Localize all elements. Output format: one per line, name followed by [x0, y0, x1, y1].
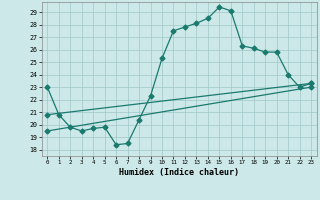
X-axis label: Humidex (Indice chaleur): Humidex (Indice chaleur)	[119, 168, 239, 177]
